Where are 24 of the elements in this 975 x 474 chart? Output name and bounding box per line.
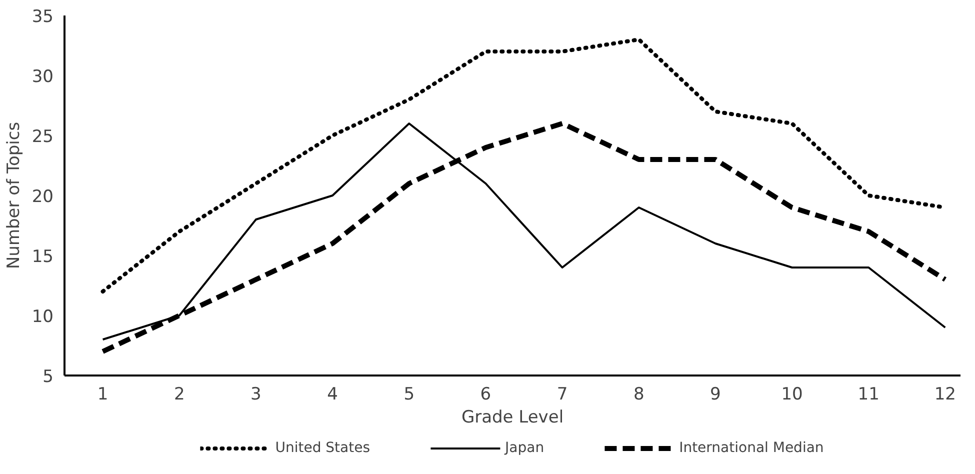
x-tick-label: 6	[480, 384, 492, 404]
legend-label: United States	[275, 440, 370, 456]
y-tick-label: 35	[32, 7, 54, 27]
x-tick-label: 2	[174, 384, 185, 404]
x-tick-label: 11	[858, 384, 880, 404]
y-axis-title: Number of Topics	[4, 122, 24, 270]
y-tick-label: 10	[32, 307, 54, 327]
x-tick-label: 9	[710, 384, 721, 404]
x-axis-title: Grade Level	[461, 408, 564, 428]
y-tick-label: 5	[42, 367, 54, 387]
y-tick-label: 15	[32, 247, 54, 267]
x-tick-label: 5	[404, 384, 415, 404]
x-tick-label: 4	[327, 384, 338, 404]
x-tick-label: 7	[556, 384, 568, 404]
legend-label: Japan	[505, 440, 544, 456]
y-tick-label: 20	[32, 187, 54, 207]
x-tick-label: 1	[97, 384, 108, 404]
x-tick-label: 3	[250, 384, 262, 404]
x-tick-label: 12	[934, 384, 956, 404]
legend-label: International Median	[679, 440, 824, 456]
x-tick-label: 8	[633, 384, 644, 404]
x-tick-label: 10	[781, 384, 803, 404]
y-tick-label: 25	[32, 127, 54, 147]
y-tick-label: 30	[32, 67, 54, 87]
